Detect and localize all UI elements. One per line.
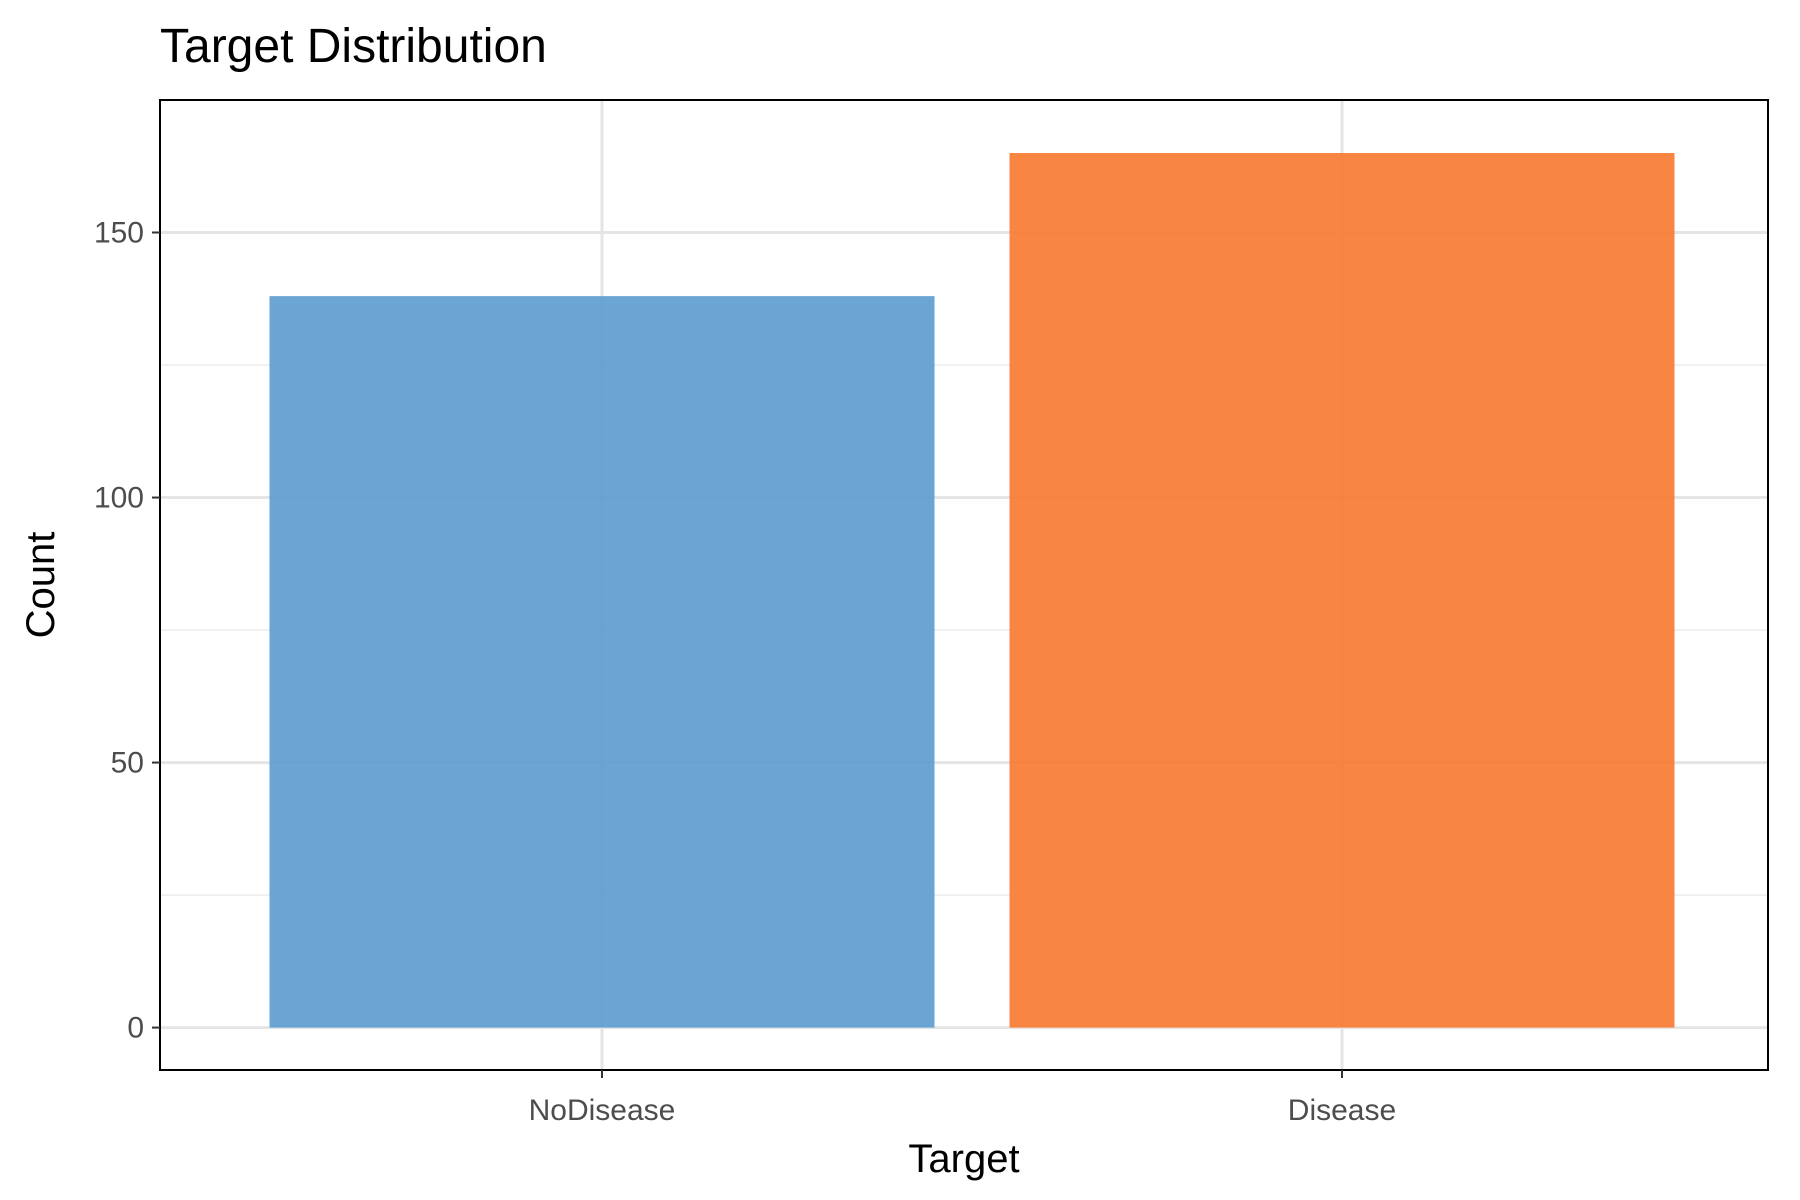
bars (269, 153, 1675, 1028)
x-axis-title: Target (908, 1137, 1019, 1181)
y-axis-title: Count (19, 532, 63, 639)
x-tick-label: NoDisease (529, 1094, 676, 1127)
bar-disease (1009, 153, 1675, 1028)
y-axis: 0 50 100 150 (94, 217, 160, 1045)
y-tick-label: 100 (94, 482, 144, 515)
chart-title: Target Distribution (160, 20, 547, 73)
y-tick-label: 50 (111, 747, 144, 780)
bar-nodisease (269, 296, 935, 1028)
x-tick-label: Disease (1288, 1094, 1396, 1127)
y-tick-label: 150 (94, 217, 144, 250)
x-axis: NoDisease Disease (529, 1070, 1396, 1127)
y-tick-label: 0 (127, 1012, 144, 1045)
plot-panel-border (159, 99, 1769, 1071)
